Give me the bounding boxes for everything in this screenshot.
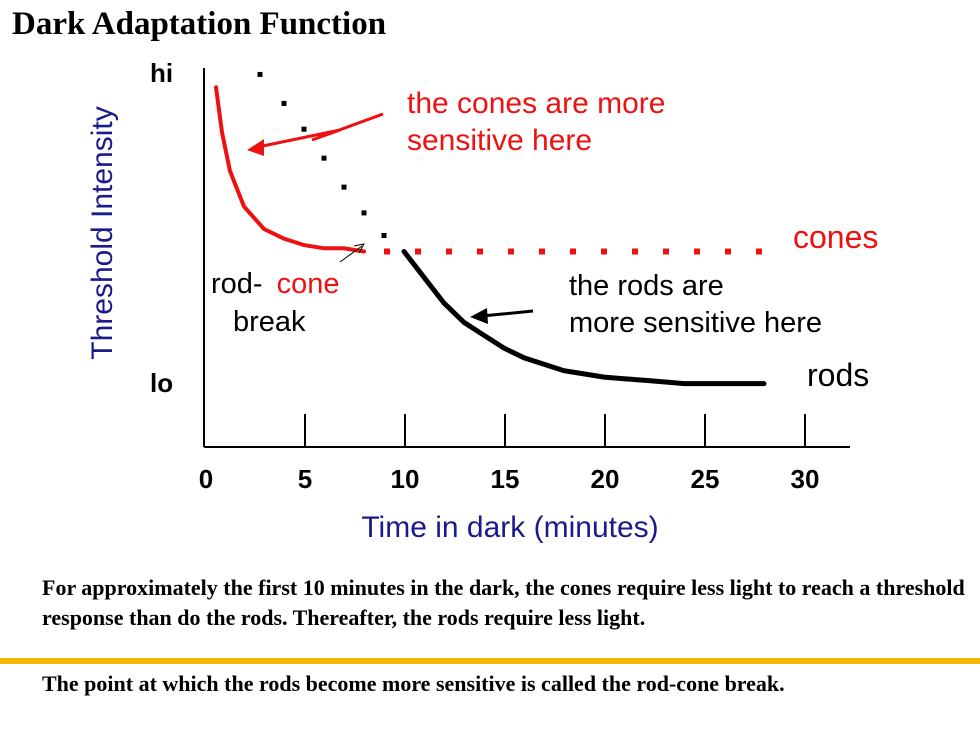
rods-pointer-arrow [470, 308, 534, 324]
y-tick-label-hi: hi [150, 58, 173, 88]
slide-title: Dark Adaptation Function [12, 6, 387, 42]
rods-dotted-point [301, 126, 307, 132]
x-tick-label: 25 [691, 464, 720, 494]
x-tick-label: 10 [391, 464, 420, 494]
cones-pointer-arrow [247, 112, 384, 156]
break-word: break [233, 306, 306, 338]
rods-dotted-point [381, 232, 387, 238]
caption-paragraph-1: For approximately the first 10 minutes i… [42, 575, 965, 630]
cone-word: cone [277, 268, 340, 300]
cones-sensitive-line-1: the cones are more [407, 87, 665, 120]
y-tick-label-lo: lo [150, 368, 173, 398]
x-tick-label: 15 [491, 464, 520, 494]
cones-series-label: cones [793, 219, 878, 255]
rods-dotted-point [257, 71, 263, 77]
x-tick-label: 20 [591, 464, 620, 494]
x-tick-label: 5 [298, 464, 312, 494]
rods-sensitive-line-2: more sensitive here [569, 307, 822, 339]
divider-rule [0, 658, 980, 664]
break-pointer-arrow [339, 243, 365, 263]
x-tick-label: 30 [791, 464, 820, 494]
x-tick-labels: 0 5 10 15 20 25 30 [199, 464, 820, 494]
rod-word: rod- [211, 268, 263, 300]
x-tick-label: 0 [199, 464, 213, 494]
dark-adaptation-chart: hi lo Threshold Intensity Time in dark (… [86, 58, 878, 544]
rods-dotted-point [361, 210, 367, 216]
rods-sensitive-line-1: the rods are [569, 270, 724, 302]
rods-series-label: rods [807, 357, 869, 393]
x-axis-title: Time in dark (minutes) [361, 511, 658, 544]
y-axis-title: Threshold Intensity [86, 106, 119, 359]
rods-dotted-point [321, 155, 327, 161]
x-ticks [304, 414, 806, 447]
series-layer [214, 71, 767, 387]
cones-curve-solid [214, 85, 366, 254]
rods-dotted-point [281, 100, 287, 106]
caption-paragraph-2: The point at which the rods become more … [42, 671, 785, 696]
rod-cone-break-label: rod- cone [211, 268, 340, 300]
cones-sensitive-line-2: sensitive here [407, 124, 592, 157]
rods-curve-solid [401, 249, 767, 387]
rods-dotted-point [341, 184, 347, 190]
